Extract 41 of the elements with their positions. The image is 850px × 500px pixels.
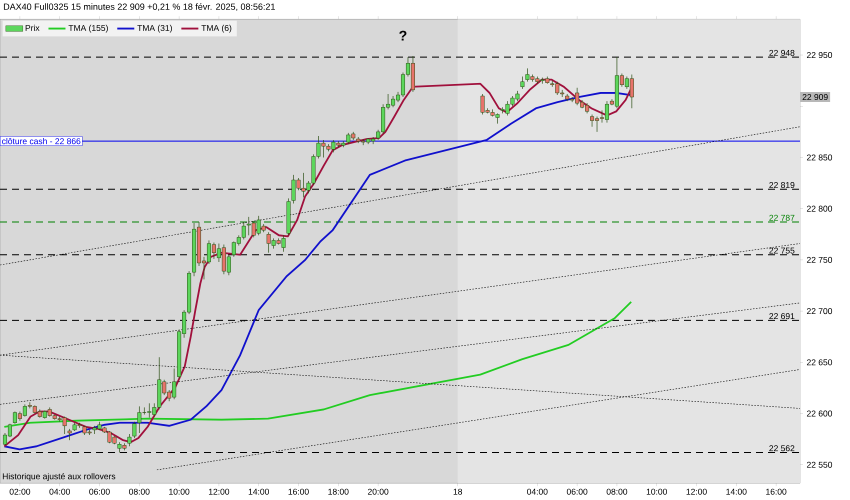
text: 22 909 xyxy=(802,94,828,100)
y-tick-label: 22 950 xyxy=(806,52,832,58)
annotation: ? xyxy=(399,30,406,40)
x-tick-label: 04:00 xyxy=(49,488,70,495)
x-tick-label: 06:00 xyxy=(566,488,588,495)
x-tick-label: 06:00 xyxy=(89,488,110,495)
x-tick-label: 08:00 xyxy=(129,488,150,495)
legend-label: TMA (6) xyxy=(201,24,232,33)
ref-line-label: 22 562 xyxy=(769,445,794,452)
x-tick-label: 08:00 xyxy=(606,488,628,495)
y-tick-label: 22 650 xyxy=(806,359,832,366)
x-tick-label: 10:00 xyxy=(169,488,190,495)
x-tick-label: 16:00 xyxy=(288,488,309,495)
legend-label: TMA (155) xyxy=(68,24,108,33)
ref-line-label: clôture cash - 22 866 xyxy=(2,138,80,144)
x-tick-label: 16:00 xyxy=(766,488,786,495)
y-tick-label: 22 850 xyxy=(806,154,832,160)
x-tick-label: 14:00 xyxy=(248,488,269,495)
ref-line-label: 22 691 xyxy=(769,313,794,320)
ref-line-label: 22 787 xyxy=(769,214,794,221)
y-tick-label: 22 800 xyxy=(806,206,832,212)
y-tick-label: 22 700 xyxy=(806,308,832,314)
legend-label: Prix xyxy=(26,24,40,31)
ref-line-label: 22 819 xyxy=(769,182,794,188)
ref-line-label: 22 755 xyxy=(769,248,794,254)
annotation: Historique ajusté aux rollovers xyxy=(2,472,116,481)
x-tick-label: 02:00 xyxy=(10,488,30,495)
y-tick-label: 22 750 xyxy=(806,256,832,263)
x-tick-label: 12:00 xyxy=(208,488,230,495)
x-tick-label: 18 xyxy=(454,488,462,495)
x-tick-label: 14:00 xyxy=(726,488,747,495)
chart-title: DAX40 Full0325 15 minutes 22 909 +0,21 % 18 févr. 2025, 08:56:21 xyxy=(4,3,275,11)
legend-label: TMA (31) xyxy=(137,24,172,33)
x-tick-label: 20:00 xyxy=(368,488,388,495)
y-tick-label: 22 600 xyxy=(806,410,832,417)
ref-line-label: 22 948 xyxy=(769,50,794,56)
x-tick-label: 10:00 xyxy=(646,488,667,495)
y-tick-label: 22 550 xyxy=(806,462,832,468)
x-tick-label: 12:00 xyxy=(686,488,707,495)
x-tick-label: 04:00 xyxy=(527,488,548,495)
x-tick-label: 18:00 xyxy=(328,488,349,495)
